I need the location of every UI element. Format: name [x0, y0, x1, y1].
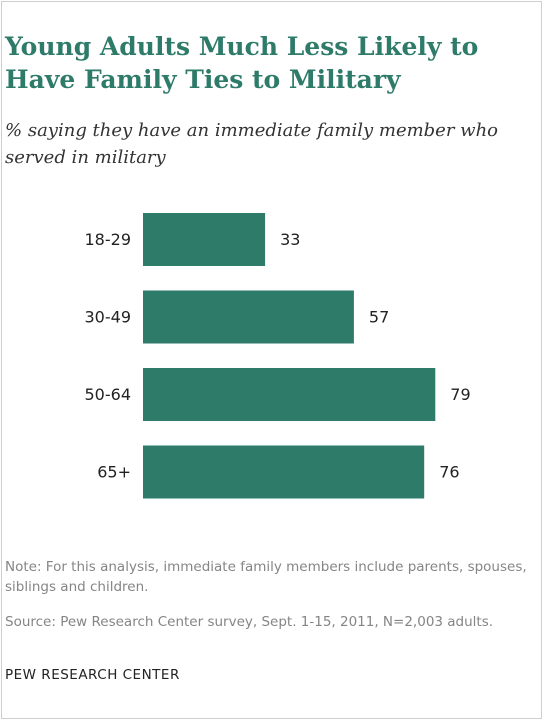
brand-label: PEW RESEARCH CENTER	[5, 667, 180, 683]
value-label: 57	[369, 308, 389, 327]
category-label: 50-64	[85, 385, 132, 404]
bar-65+	[143, 445, 425, 499]
category-label: 18-29	[85, 230, 132, 249]
category-label: 30-49	[85, 308, 132, 327]
bar-30-49	[143, 290, 354, 344]
chart-source: Source: Pew Research Center survey, Sept…	[5, 614, 494, 630]
bar-50-64	[143, 368, 436, 421]
chart-title: Young Adults Much Less Likely to Have Fa…	[5, 32, 479, 94]
bar-18-29	[143, 213, 266, 266]
value-label: 76	[439, 463, 459, 482]
chart-subtitle: % saying they have an immediate family m…	[5, 120, 498, 168]
value-label: 79	[450, 385, 470, 404]
category-label: 65+	[97, 463, 131, 482]
bar-chart: 18-29 33 30-49 57 50-64 79 65+ 76	[85, 213, 471, 499]
value-label: 33	[280, 230, 300, 249]
chart-note: Note: For this analysis, immediate famil…	[5, 559, 527, 595]
